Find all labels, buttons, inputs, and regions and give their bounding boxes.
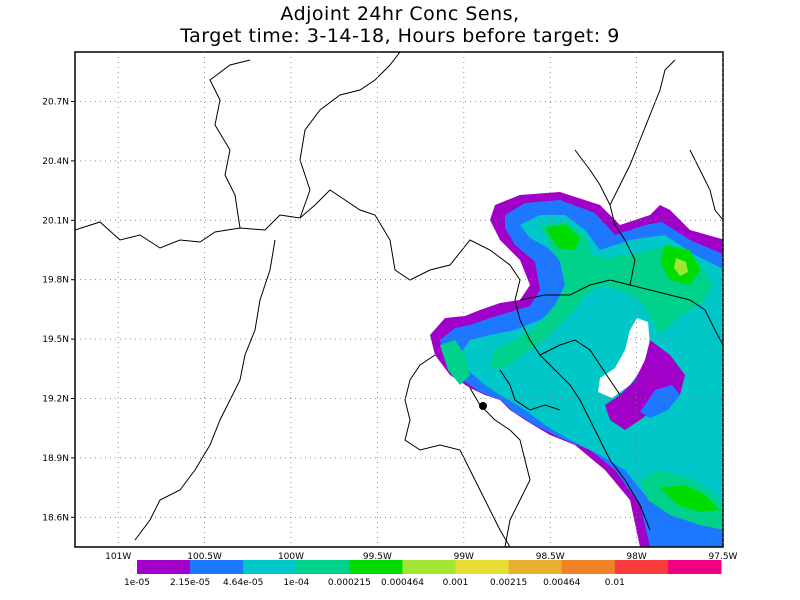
colorbar-segment	[561, 560, 616, 574]
contour-band-0.000215-south	[660, 485, 720, 512]
colorbar-label: 0.01	[605, 578, 625, 588]
lon-tick-label: 98W	[626, 552, 646, 562]
colorbar-segment	[667, 560, 722, 574]
lon-tick-label: 98.5W	[536, 552, 565, 562]
boundary-line	[75, 189, 521, 301]
lat-tick-label: 19.5N	[42, 335, 69, 345]
lon-tick-label: 101W	[105, 552, 131, 562]
lat-tick-label: 18.9N	[42, 454, 69, 464]
lon-tick-label: 100.5W	[187, 552, 222, 562]
plot-frame	[74, 51, 724, 548]
longitude-axis: 101W 100.5W 100W 99.5W 99W 98.5W 98W 97.5W	[105, 52, 738, 562]
colorbar-label: 0.000464	[381, 578, 424, 588]
boundary-line	[574, 149, 611, 206]
target-location-marker	[479, 402, 487, 410]
lat-tick-label: 18.6N	[42, 513, 69, 523]
map-title-line1: Adjoint 24hr Conc Sens,	[280, 3, 520, 25]
colorbar-segment	[614, 560, 669, 574]
lat-tick-label: 19.8N	[42, 276, 69, 286]
boundary-line	[539, 339, 621, 396]
colorbar-label: 4.64e-05	[223, 578, 263, 588]
boundary-line	[134, 239, 276, 541]
colorbar: 1e-05 2.15e-05 4.64e-05 1e-04 0.000215 0.0004…	[124, 560, 722, 588]
lon-tick-label: 100W	[278, 552, 304, 562]
colorbar-label: 0.001	[443, 578, 469, 588]
boundary-line	[689, 149, 723, 221]
colorbar-segment	[243, 560, 297, 574]
colorbar-label: 0.000215	[328, 578, 371, 588]
lat-tick-label: 20.7N	[42, 98, 69, 108]
colorbar-label: 2.15e-05	[170, 578, 210, 588]
colorbar-segment	[455, 560, 510, 574]
boundary-line	[404, 354, 511, 547]
sensitivity-contours	[430, 192, 723, 547]
lake-blank	[598, 318, 650, 398]
map-title-line2: Target time: 3-14-18, Hours before targe…	[180, 25, 620, 47]
boundary-line	[299, 52, 401, 219]
lat-tick-label: 20.1N	[42, 216, 69, 226]
boundary-line	[469, 387, 531, 547]
lon-tick-label: 99W	[454, 552, 474, 562]
boundary-line	[209, 59, 251, 229]
colorbar-segment	[137, 560, 191, 574]
contour-band-0.000215	[545, 224, 580, 250]
contour-band-1e-04-west	[440, 340, 470, 385]
lon-tick-label: 97.5W	[709, 552, 738, 562]
lat-tick-label: 19.2N	[42, 395, 69, 405]
lat-tick-label: 20.4N	[42, 157, 69, 167]
colorbar-label: 1e-04	[283, 578, 309, 588]
boundary-line	[499, 369, 561, 411]
colorbar-label: 0.00215	[490, 578, 527, 588]
colorbar-segment	[508, 560, 563, 574]
colorbar-segment	[296, 560, 350, 574]
latitude-axis: 20.7N 20.4N 20.1N 19.8N 19.5N 19.2N 18.9N 18.6N	[42, 98, 723, 523]
contour-band-1e-05-inner	[605, 340, 685, 430]
boundary-line	[514, 299, 651, 531]
lon-tick-label: 99.5W	[363, 552, 392, 562]
colorbar-label: 0.00464	[543, 578, 580, 588]
boundary-line	[519, 279, 723, 346]
state-boundaries	[75, 52, 723, 547]
boundary-line	[609, 59, 676, 286]
colorbar-segment	[402, 560, 457, 574]
colorbar-segment	[349, 560, 403, 574]
contour-band-1e-04	[490, 222, 712, 370]
contour-band-2.15e-05-inner	[640, 385, 680, 418]
colorbar-label: 1e-05	[124, 578, 150, 588]
colorbar-segment	[190, 560, 244, 574]
contour-band-0.000464	[674, 258, 688, 276]
